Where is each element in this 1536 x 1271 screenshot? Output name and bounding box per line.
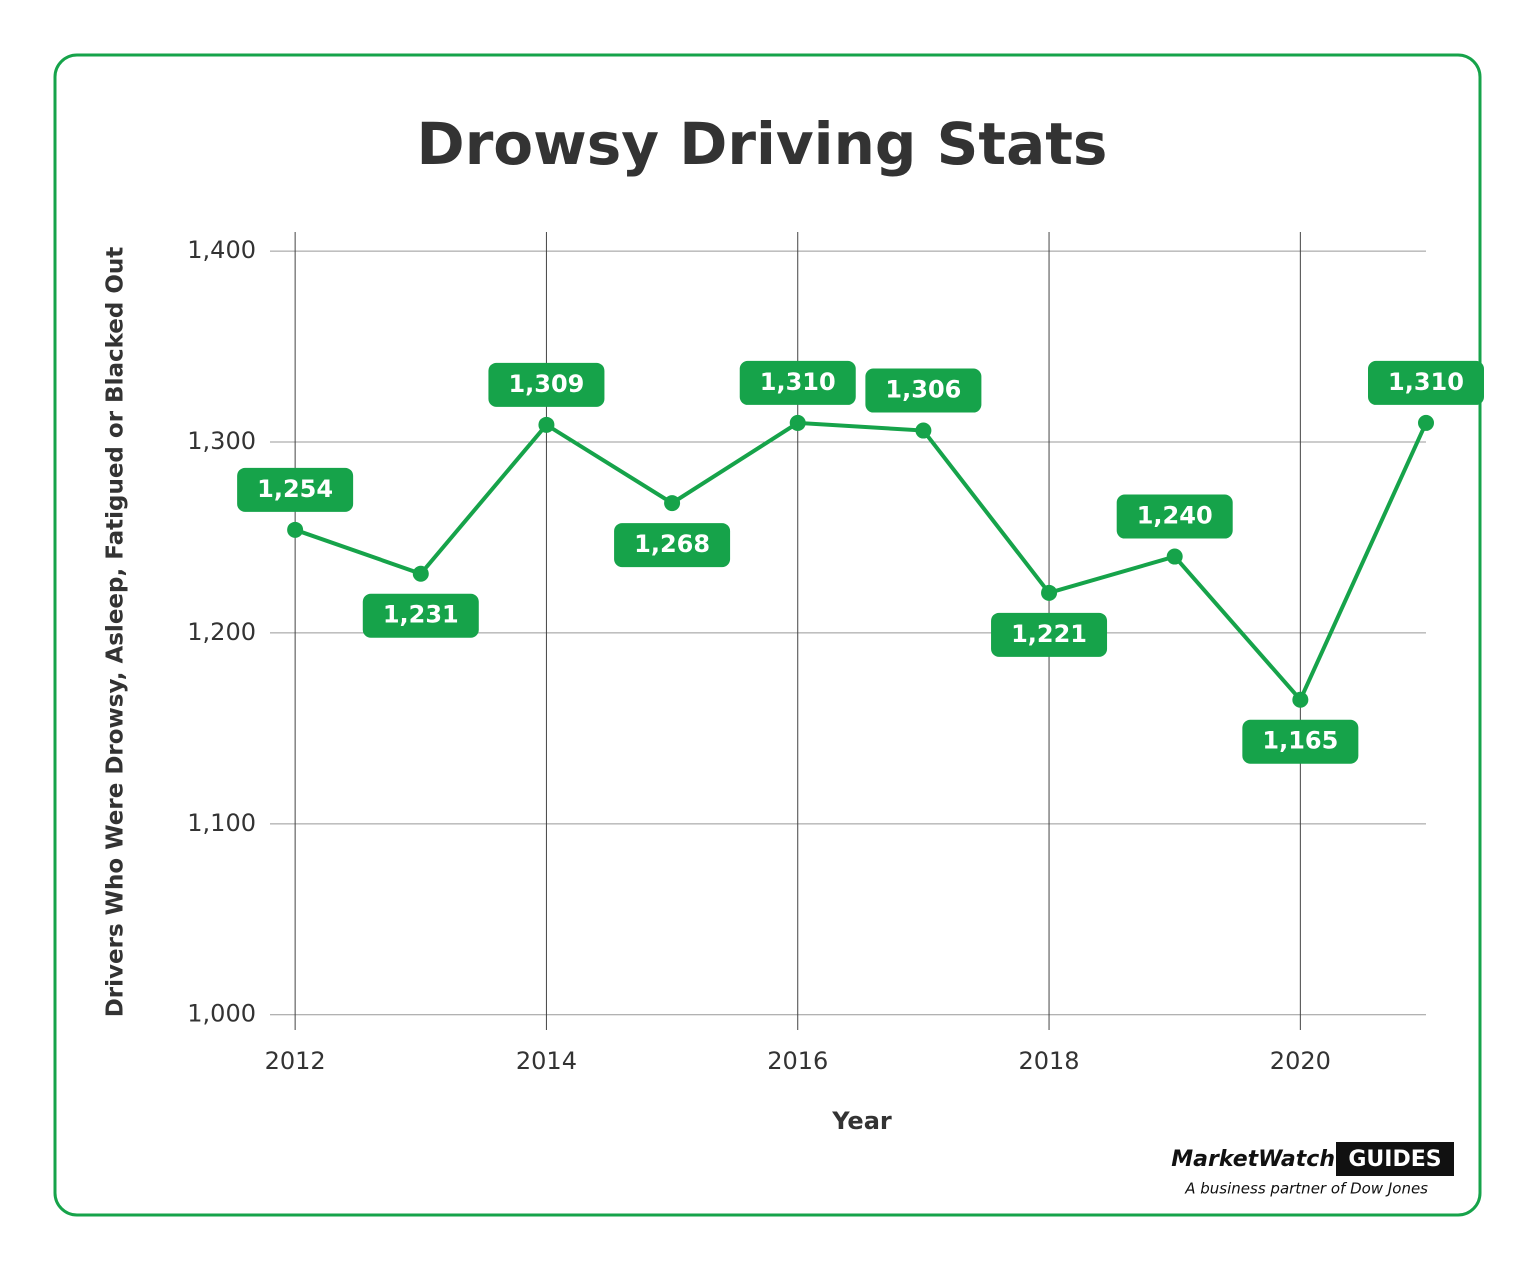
value-label-bg — [614, 523, 731, 568]
point — [412, 565, 429, 582]
value-label-bg — [488, 362, 605, 407]
value-label: 1,309 — [508, 370, 584, 398]
point — [1041, 584, 1058, 601]
value-label-bg — [362, 593, 479, 638]
value-label: 1,165 — [1262, 727, 1338, 755]
x-tick-label: 2014 — [516, 1047, 577, 1075]
value-label-bg — [739, 360, 856, 405]
point — [915, 422, 932, 439]
value-label: 1,231 — [383, 601, 459, 629]
x-tick-label: 2020 — [1270, 1047, 1331, 1075]
frame — [53, 53, 1482, 1217]
point — [1418, 414, 1434, 431]
value-label-bg — [991, 612, 1108, 657]
value-label: 1,268 — [634, 530, 710, 558]
value-label: 1,310 — [760, 368, 836, 396]
logo-badge-bg — [1336, 1142, 1454, 1176]
y-tick-label: 1,000 — [187, 1000, 256, 1028]
logo-brand: MarketWatch — [1171, 1147, 1335, 1172]
value-label: 1,240 — [1137, 502, 1213, 530]
point — [664, 495, 681, 512]
x-tick-label: 2012 — [265, 1047, 326, 1075]
point — [789, 414, 806, 431]
value-label: 1,221 — [1011, 620, 1087, 648]
x-axis-label: Year — [831, 1107, 892, 1135]
value-label-bg — [1242, 719, 1359, 764]
y-axis-label: Drivers Who Were Drowsy, Asleep, Fatigue… — [103, 247, 129, 1018]
point — [538, 416, 555, 433]
value-label: 1,306 — [885, 376, 961, 404]
value-label-bg — [865, 368, 982, 413]
y-tick-label: 1,100 — [187, 809, 256, 837]
point — [287, 521, 304, 538]
point — [1166, 548, 1183, 565]
logo-badge: GUIDES — [1348, 1147, 1441, 1172]
value-label-bg — [1368, 360, 1484, 405]
x-tick-label: 2018 — [1019, 1047, 1080, 1075]
chart-title: Drowsy Driving Stats — [417, 110, 1108, 178]
logo-tagline: A business partner of Dow Jones — [1184, 1180, 1428, 1198]
value-label-bg — [1116, 494, 1233, 539]
y-tick-label: 1,400 — [187, 236, 256, 264]
value-label: 1,254 — [257, 475, 333, 503]
value-label: 1,310 — [1388, 368, 1464, 396]
point — [1292, 691, 1309, 708]
line — [294, 420, 1428, 704]
y-tick-label: 1,200 — [187, 618, 256, 646]
x-tick-label: 2016 — [767, 1047, 828, 1075]
value-label-bg — [237, 467, 354, 512]
y-tick-label: 1,300 — [187, 427, 256, 455]
